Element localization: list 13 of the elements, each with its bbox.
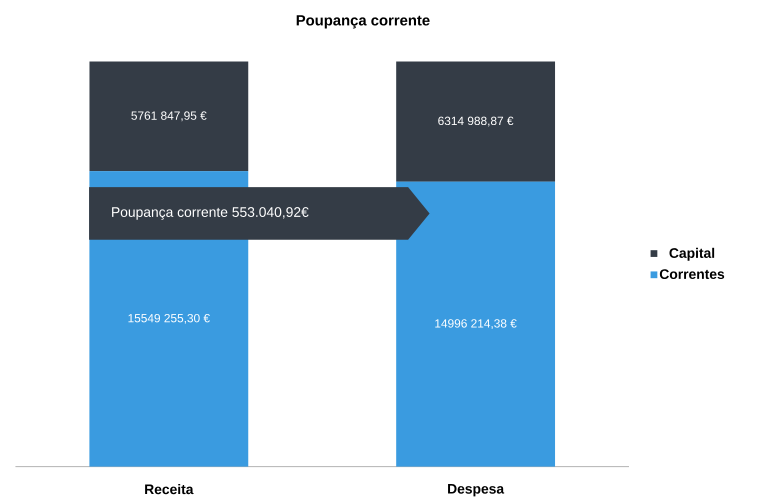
legend-label: Capital <box>670 248 714 261</box>
bar <box>89 61 248 171</box>
data-label: 6314 988,87 € <box>438 116 514 126</box>
data-label: 15549 255,30 € <box>128 314 210 324</box>
annotation: Poupança corrente 553.040,92€ <box>112 206 309 220</box>
bar <box>396 61 556 182</box>
data-label: 5761 847,95 € <box>131 111 207 122</box>
legend-label: Correntes <box>660 269 724 279</box>
bar <box>396 181 556 466</box>
x-tick-label: Receita <box>145 484 194 494</box>
x-tick-label: Despesa <box>448 484 504 496</box>
chart-title: Poupança corrente <box>296 15 430 28</box>
data-label: 14996 214,38 € <box>435 319 517 329</box>
